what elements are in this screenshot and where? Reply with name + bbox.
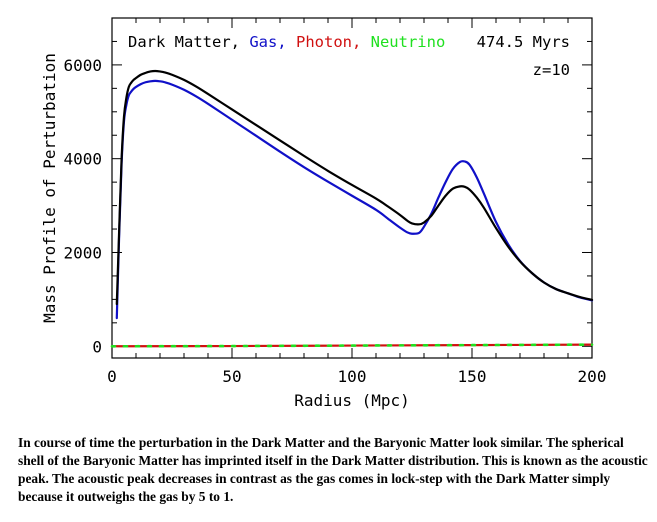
time-label: 474.5 Myrs xyxy=(477,33,570,51)
y-tick-label: 0 xyxy=(92,337,102,356)
x-tick-label: 100 xyxy=(338,367,367,386)
y-tick-label: 6000 xyxy=(63,56,102,75)
x-tick-label: 50 xyxy=(222,367,241,386)
series-line-gas xyxy=(115,79,594,320)
series-line-neutrino xyxy=(110,343,594,348)
title-part: Dark Matter, xyxy=(128,33,240,51)
x-tick-label: 150 xyxy=(458,367,487,386)
title-part: Neutrino xyxy=(361,33,445,51)
series-line-dark-matter xyxy=(115,69,594,306)
x-axis-label: Radius (Mpc) xyxy=(294,391,410,410)
axis-ticks xyxy=(111,17,593,358)
x-tick-label: 200 xyxy=(578,367,607,386)
redshift-label: z=10 xyxy=(533,61,570,79)
y-axis-label: Mass Profile of Perturbation xyxy=(40,53,59,323)
x-tick-label: 0 xyxy=(107,367,117,386)
chart-title: Dark Matter, Gas, Photon, Neutrino xyxy=(128,33,445,51)
title-part: Photon, xyxy=(287,33,362,51)
plot-frame xyxy=(111,17,593,359)
y-tick-label: 2000 xyxy=(63,243,102,262)
figure-caption: In course of time the perturbation in th… xyxy=(18,435,648,504)
series-layer xyxy=(110,69,594,348)
title-part: Gas, xyxy=(240,33,287,51)
y-tick-label: 4000 xyxy=(63,150,102,169)
